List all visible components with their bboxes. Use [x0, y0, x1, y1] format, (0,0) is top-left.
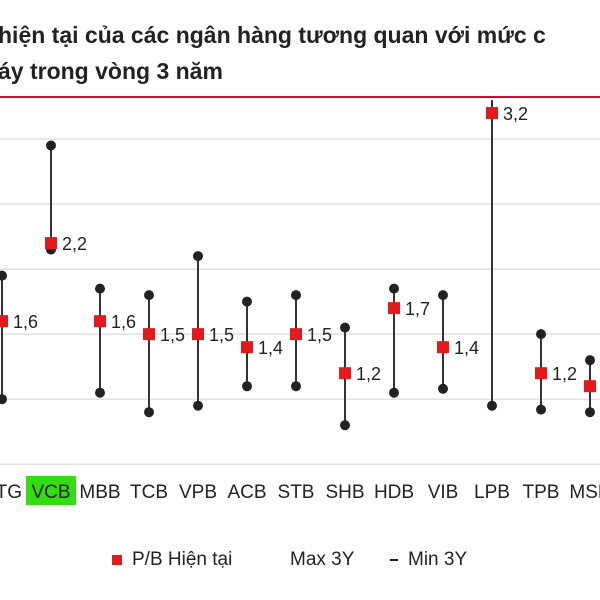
category-label: ACB [227, 482, 266, 503]
pb-point [192, 328, 204, 341]
min-point [585, 407, 595, 418]
value-label: 1,2 [356, 364, 381, 384]
legend-label-max: Max 3Y [290, 549, 355, 570]
category-label: STB [278, 482, 315, 503]
category-label: SHB [325, 482, 364, 503]
min-point [291, 381, 301, 392]
pb-point [241, 341, 253, 354]
value-label: 2,2 [62, 234, 87, 254]
max-point [585, 355, 595, 366]
category-label: VCB [31, 482, 70, 503]
red-square-icon [112, 555, 122, 565]
chart-title-line-1: hiện tại của các ngân hàng tương quan vớ… [0, 22, 546, 48]
value-label: 1,5 [307, 325, 332, 345]
min-point [242, 381, 252, 392]
legend-label-pb: P/B Hiện tại [132, 549, 233, 570]
category-label: MBB [79, 482, 120, 503]
value-label: 1,6 [13, 312, 38, 332]
category-label: VPB [179, 482, 217, 503]
category-label: TCB [130, 482, 168, 503]
min-point [95, 387, 105, 398]
max-point [95, 283, 105, 294]
pb-point [45, 237, 57, 250]
category-label: HDB [374, 482, 414, 503]
value-label: 1,2 [552, 364, 577, 384]
category-label: MSB [569, 482, 600, 503]
pb-point [290, 328, 302, 341]
chart-title-line-2: áy trong vòng 3 năm [0, 58, 223, 84]
pb-point [143, 328, 155, 341]
value-label: 1,6 [111, 312, 136, 332]
pb-point [94, 315, 106, 328]
category-label: VIB [428, 482, 459, 503]
max-point [291, 290, 301, 301]
pb-point [388, 302, 400, 315]
max-point [242, 296, 252, 307]
pb-range-chart: 1,6 CTG 2,2 VCB 1,6 MBB 1,5 TCB 1,5 VPB 1,4 ACB 1,5 S… [0, 100, 600, 505]
pb-point [437, 341, 449, 354]
min-point [487, 400, 497, 411]
min-point [438, 383, 448, 394]
value-label: 1,5 [209, 325, 234, 345]
value-label: 1,5 [160, 325, 185, 345]
pb-point [0, 315, 8, 328]
title-divider [0, 96, 600, 98]
max-point [389, 283, 399, 294]
dash-icon [390, 559, 398, 561]
category-label: TPB [523, 482, 560, 503]
min-point [389, 387, 399, 398]
category-label: CTG [0, 482, 22, 503]
pb-point [486, 106, 498, 119]
max-point [46, 140, 56, 151]
pb-point [584, 380, 596, 393]
min-point [144, 407, 154, 418]
max-point [144, 290, 154, 301]
value-label: 3,2 [503, 104, 528, 124]
legend-label-min: Min 3Y [408, 549, 468, 570]
legend-item-pb: P/B Hiện tại [112, 549, 232, 571]
value-label: 1,4 [454, 338, 479, 358]
legend: P/B Hiện tại Max 3Y Min 3Y [0, 545, 600, 585]
max-point [193, 251, 203, 262]
pb-point [339, 367, 351, 380]
min-point [0, 394, 7, 405]
max-point [340, 322, 350, 333]
min-point [340, 420, 350, 431]
category-label: LPB [474, 482, 510, 503]
category-highlight [26, 476, 76, 505]
chart-title: hiện tại của các ngân hàng tương quan vớ… [0, 0, 600, 100]
legend-item-min: Min 3Y [390, 549, 467, 571]
value-label: 1,7 [405, 299, 430, 319]
max-point [536, 329, 546, 340]
value-label: 1,4 [258, 338, 283, 358]
max-point [438, 290, 448, 301]
legend-item-max: Max 3Y [290, 549, 354, 571]
min-point [536, 404, 546, 415]
max-point [0, 270, 7, 281]
pb-point [535, 367, 547, 380]
min-point [193, 400, 203, 411]
